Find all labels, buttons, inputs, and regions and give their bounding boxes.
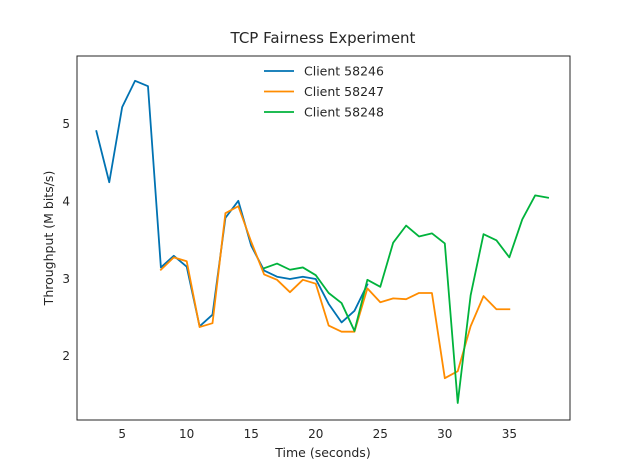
chart-title: TCP Fairness Experiment — [230, 29, 416, 47]
legend-label-3: Client 58248 — [304, 105, 384, 120]
series-layer — [95, 79, 550, 404]
x-tick-label: 25 — [373, 427, 388, 441]
y-tick-label: 3 — [62, 272, 70, 286]
plot-frame — [76, 55, 571, 421]
x-axis-ticks: 5 10 15 20 25 30 35 — [118, 427, 517, 441]
x-tick-label: 35 — [502, 427, 517, 441]
series-line-2 — [159, 205, 511, 380]
x-tick-label: 15 — [244, 427, 259, 441]
y-tick-label: 5 — [62, 117, 70, 131]
y-axis-label: Throughput (M bits/s) — [41, 171, 56, 307]
series-line-3 — [262, 194, 550, 404]
y-tick-label: 2 — [62, 349, 70, 363]
x-tick-label: 20 — [308, 427, 323, 441]
x-axis-label: Time (seconds) — [274, 445, 370, 460]
x-tick-label: 30 — [437, 427, 452, 441]
y-axis-ticks: 2 3 4 5 — [62, 117, 70, 363]
legend-label-1: Client 58246 — [304, 64, 384, 79]
x-tick-label: 5 — [118, 427, 126, 441]
legend: Client 58246 Client 58247 Client 58248 — [264, 64, 384, 120]
y-tick-label: 4 — [62, 194, 70, 208]
x-tick-label: 10 — [179, 427, 194, 441]
legend-label-2: Client 58247 — [304, 84, 384, 99]
